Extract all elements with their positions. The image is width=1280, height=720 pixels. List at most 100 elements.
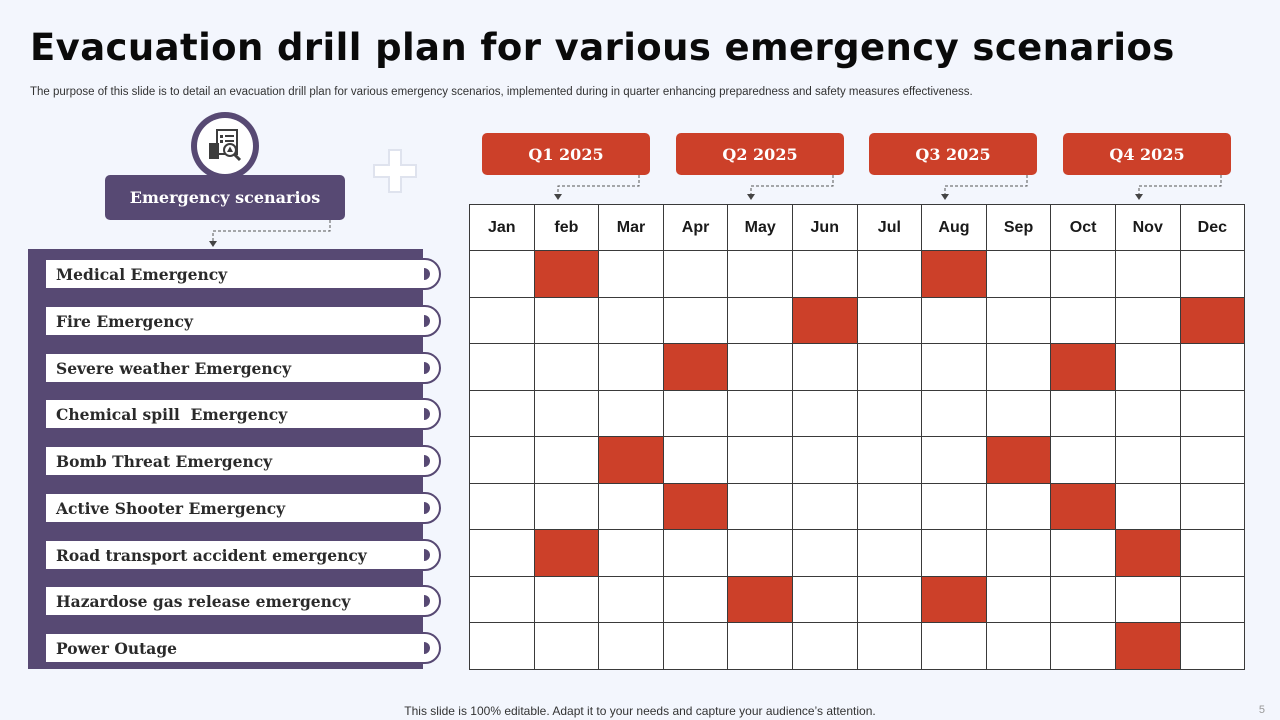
schedule-cell	[727, 482, 793, 530]
drill-scheduled-cell	[1114, 622, 1181, 670]
schedule-cell	[727, 296, 793, 344]
schedule-cell	[985, 389, 1052, 437]
scenario-label: Severe weather Emergency	[56, 358, 292, 378]
scenario-item: Hazardose gas release emergency	[44, 585, 441, 618]
schedule-row	[469, 389, 1246, 437]
schedule-cell	[1114, 482, 1181, 530]
schedule-cell	[533, 482, 600, 530]
schedule-cell	[856, 296, 923, 344]
month-header: Nov	[1114, 204, 1181, 251]
month-header: Jun	[791, 204, 858, 251]
schedule-cell	[791, 436, 858, 484]
schedule-cell	[598, 575, 664, 623]
schedule-cell	[791, 343, 858, 391]
schedule-cell	[1114, 296, 1181, 344]
schedule-row	[469, 529, 1246, 577]
schedule-cell	[662, 296, 729, 344]
schedule-row	[469, 296, 1246, 344]
schedule-cell	[921, 529, 987, 577]
drill-scheduled-cell	[1114, 529, 1181, 577]
scenario-label: Active Shooter Emergency	[56, 498, 286, 518]
schedule-cell	[469, 622, 535, 670]
schedule-cell	[791, 529, 858, 577]
schedule-cell	[856, 389, 923, 437]
quarter-label: Q1 2025	[482, 133, 650, 175]
drill-scheduled-cell	[985, 436, 1052, 484]
schedule-cell	[1114, 575, 1181, 623]
schedule-cell	[469, 250, 535, 298]
schedule-cell	[1050, 529, 1116, 577]
drill-scheduled-cell	[921, 575, 987, 623]
schedule-cell	[1114, 343, 1181, 391]
schedule-cell	[856, 482, 923, 530]
scenario-item: Power Outage	[44, 632, 441, 664]
scenario-item: Chemical spill Emergency	[44, 398, 441, 431]
schedule-cell	[598, 296, 664, 344]
schedule-cell	[598, 250, 664, 298]
schedule-cell	[1179, 622, 1246, 670]
schedule-cell	[662, 250, 729, 298]
schedule-cell	[985, 622, 1052, 670]
half-circle-icon	[418, 595, 430, 608]
month-header: Jan	[469, 204, 535, 251]
schedule-cell	[1179, 436, 1246, 484]
plus-icon	[373, 149, 417, 193]
scenario-label: Road transport accident emergency	[56, 545, 367, 565]
schedule-cell	[469, 482, 535, 530]
schedule-cell	[727, 529, 793, 577]
month-header: Oct	[1050, 204, 1116, 251]
schedule-cell	[1050, 250, 1116, 298]
drill-scheduled-cell	[727, 575, 793, 623]
schedule-cell	[1179, 529, 1246, 577]
scenario-item: Fire Emergency	[44, 304, 441, 337]
schedule-cell	[1114, 250, 1181, 298]
scenario-label: Chemical spill Emergency	[56, 405, 288, 425]
schedule-row	[469, 343, 1246, 391]
schedule-cell	[469, 389, 535, 437]
drill-scheduled-cell	[1050, 482, 1116, 530]
drill-scheduled-cell	[1050, 343, 1116, 391]
schedule-cell	[727, 622, 793, 670]
quarter-label: Q3 2025	[869, 133, 1037, 175]
schedule-cell	[727, 343, 793, 391]
schedule-cell	[791, 622, 858, 670]
schedule-cell	[598, 389, 664, 437]
scenario-label: Hazardose gas release emergency	[56, 592, 351, 612]
schedule-row	[469, 575, 1246, 623]
schedule-cell	[985, 529, 1052, 577]
schedule-grid: Jan feb Mar Apr May Jun Jul Aug Sep Oct Nov Dec	[469, 204, 1246, 670]
quarter-label: Q4 2025	[1063, 133, 1231, 175]
month-header: Sep	[985, 204, 1052, 251]
scenario-item: Bomb Threat Emergency	[44, 445, 441, 477]
month-header: feb	[533, 204, 600, 251]
schedule-cell	[1050, 622, 1116, 670]
schedule-cell	[791, 389, 858, 437]
schedule-cell	[1114, 436, 1181, 484]
schedule-cell	[662, 575, 729, 623]
schedule-cell	[856, 529, 923, 577]
schedule-cell	[921, 389, 987, 437]
schedule-cell	[662, 389, 729, 437]
month-header-row: Jan feb Mar Apr May Jun Jul Aug Sep Oct Nov Dec	[469, 204, 1246, 251]
half-circle-icon	[418, 455, 430, 467]
schedule-cell	[921, 436, 987, 484]
scenario-item: Active Shooter Emergency	[44, 491, 441, 524]
scenario-label: Bomb Threat Emergency	[56, 452, 273, 471]
scenario-label: Power Outage	[56, 639, 178, 658]
schedule-cell	[921, 622, 987, 670]
schedule-cell	[469, 296, 535, 344]
page-title: Evacuation drill plan for various emerge…	[30, 26, 1175, 69]
drill-scheduled-cell	[662, 482, 729, 530]
schedule-cell	[1050, 389, 1116, 437]
schedule-cell	[662, 436, 729, 484]
schedule-cell	[921, 482, 987, 530]
drill-scheduled-cell	[662, 343, 729, 391]
schedule-cell	[985, 343, 1052, 391]
half-circle-icon	[418, 642, 430, 654]
drill-scheduled-cell	[791, 296, 858, 344]
scenario-item: Road transport accident emergency	[44, 538, 441, 571]
schedule-cell	[533, 343, 600, 391]
schedule-cell	[1179, 482, 1246, 530]
schedule-cell	[533, 436, 600, 484]
schedule-cell	[791, 250, 858, 298]
